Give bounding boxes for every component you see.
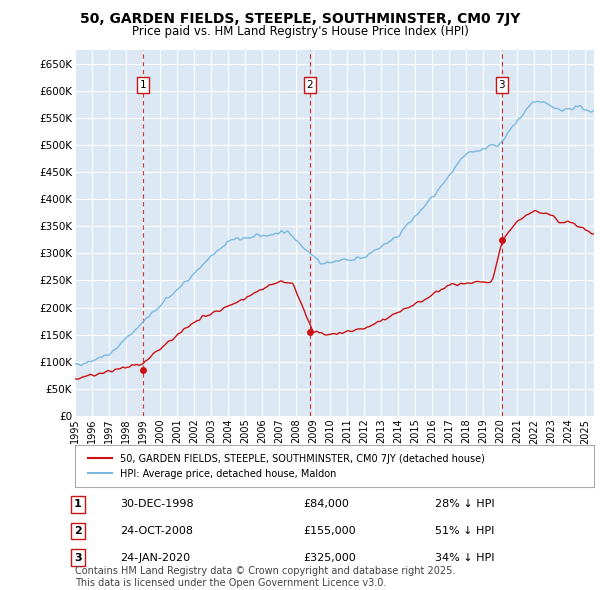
Text: 2: 2 [74, 526, 82, 536]
Text: 1: 1 [140, 80, 146, 90]
Text: 2: 2 [307, 80, 313, 90]
Text: £84,000: £84,000 [303, 500, 349, 509]
Legend: 50, GARDEN FIELDS, STEEPLE, SOUTHMINSTER, CM0 7JY (detached house), HPI: Average: 50, GARDEN FIELDS, STEEPLE, SOUTHMINSTER… [85, 451, 488, 481]
Text: 24-JAN-2020: 24-JAN-2020 [120, 553, 190, 562]
Text: £155,000: £155,000 [303, 526, 356, 536]
Text: 28% ↓ HPI: 28% ↓ HPI [435, 500, 494, 509]
Text: 51% ↓ HPI: 51% ↓ HPI [435, 526, 494, 536]
Text: 24-OCT-2008: 24-OCT-2008 [120, 526, 193, 536]
Text: Contains HM Land Registry data © Crown copyright and database right 2025.
This d: Contains HM Land Registry data © Crown c… [75, 566, 455, 588]
Text: 30-DEC-1998: 30-DEC-1998 [120, 500, 194, 509]
Text: 3: 3 [498, 80, 505, 90]
Text: 50, GARDEN FIELDS, STEEPLE, SOUTHMINSTER, CM0 7JY: 50, GARDEN FIELDS, STEEPLE, SOUTHMINSTER… [80, 12, 520, 26]
Text: 1: 1 [74, 500, 82, 509]
Text: 34% ↓ HPI: 34% ↓ HPI [435, 553, 494, 562]
Text: 3: 3 [74, 553, 82, 562]
Text: Price paid vs. HM Land Registry's House Price Index (HPI): Price paid vs. HM Land Registry's House … [131, 25, 469, 38]
Text: £325,000: £325,000 [303, 553, 356, 562]
